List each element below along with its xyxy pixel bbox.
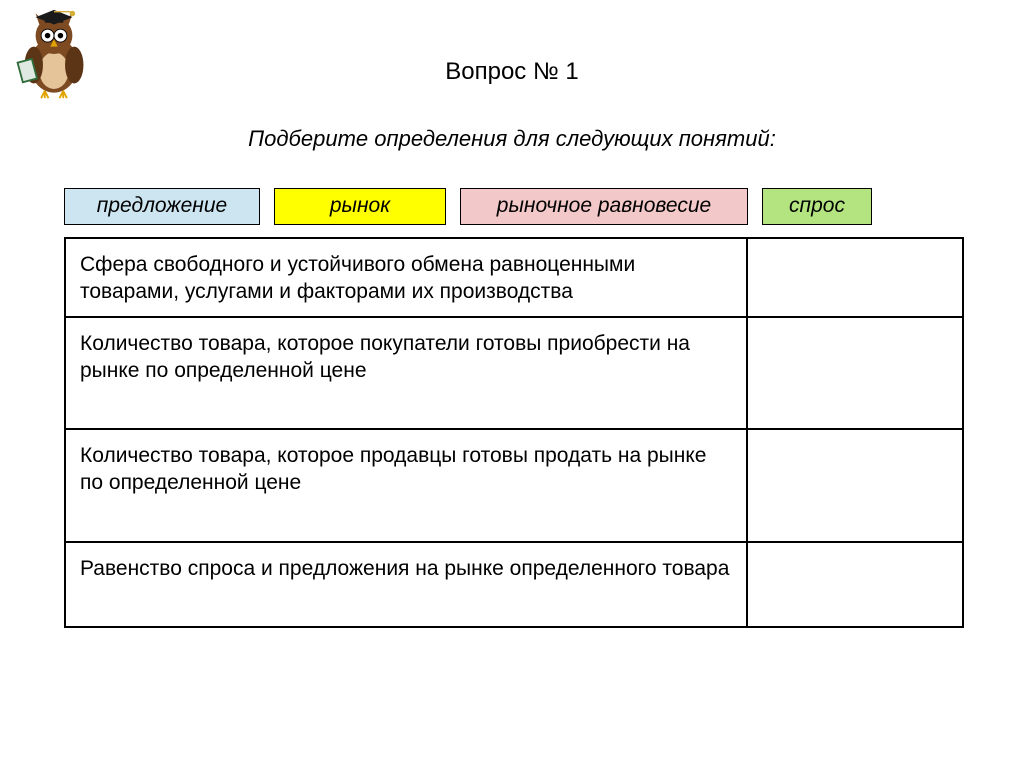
answer-cell[interactable] xyxy=(747,238,963,317)
headings-block: Вопрос № 1 Подберите определения для сле… xyxy=(0,0,1024,152)
answer-cell[interactable] xyxy=(747,429,963,542)
term-box-1[interactable]: рынок xyxy=(274,188,446,225)
table-row: Количество товара, которое продавцы гото… xyxy=(65,429,963,542)
owl-mascot-icon xyxy=(8,8,100,100)
term-box-2[interactable]: рыночное равновесие xyxy=(460,188,748,225)
terms-row: предложение рынок рыночное равновесие спрос xyxy=(64,188,1024,225)
table-row: Равенство спроса и предложения на рынке … xyxy=(65,542,963,627)
term-box-0[interactable]: предложение xyxy=(64,188,260,225)
definition-cell: Сфера свободного и устойчивого обмена ра… xyxy=(65,238,747,317)
answer-cell[interactable] xyxy=(747,317,963,430)
definition-cell: Равенство спроса и предложения на рынке … xyxy=(65,542,747,627)
instruction-text: Подберите определения для следующих поня… xyxy=(0,126,1024,152)
answer-cell[interactable] xyxy=(747,542,963,627)
table-row: Сфера свободного и устойчивого обмена ра… xyxy=(65,238,963,317)
question-number: Вопрос № 1 xyxy=(0,58,1024,86)
definition-cell: Количество товара, которое покупатели го… xyxy=(65,317,747,430)
definition-cell: Количество товара, которое продавцы гото… xyxy=(65,429,747,542)
term-box-3[interactable]: спрос xyxy=(762,188,872,225)
table-row: Количество товара, которое покупатели го… xyxy=(65,317,963,430)
definitions-table: Сфера свободного и устойчивого обмена ра… xyxy=(64,237,964,628)
